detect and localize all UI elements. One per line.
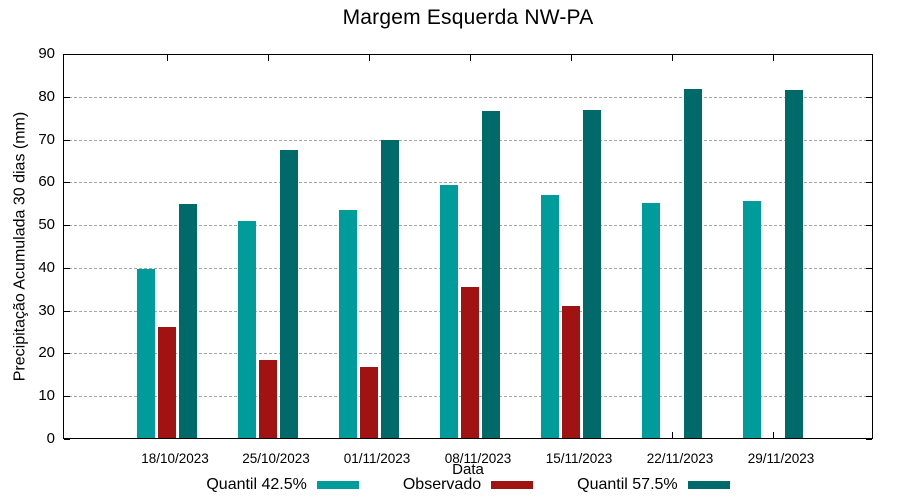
x-tick-label: 18/10/2023 xyxy=(141,451,209,466)
x-tick-bottom xyxy=(772,432,774,438)
bar-quantil-42-5 xyxy=(339,210,357,438)
y-tick-left xyxy=(64,396,70,398)
y-tick-right xyxy=(866,54,872,55)
x-tick-label: 29/11/2023 xyxy=(747,451,815,466)
y-tick-label: 20 xyxy=(38,344,55,362)
x-tick-top xyxy=(469,55,471,61)
x-tick-bottom xyxy=(671,432,673,438)
bar-observado xyxy=(360,367,378,438)
chart-title: Margem Esquerda NW-PA xyxy=(342,6,594,29)
y-tick-label: 70 xyxy=(38,130,55,148)
legend-item-quantil-57-5: Quantil 57.5% xyxy=(577,476,730,494)
plot-area xyxy=(63,54,873,440)
x-tick-top xyxy=(671,55,673,61)
bar-quantil-42-5 xyxy=(440,185,458,438)
x-tick-top xyxy=(570,55,572,61)
bar-quantil-42-5 xyxy=(541,195,559,438)
legend-item-observado: Observado xyxy=(402,476,534,494)
bar-observado xyxy=(259,359,277,438)
bar-observado xyxy=(461,287,479,438)
y-tick-label: 80 xyxy=(38,87,55,105)
x-tick-top xyxy=(368,55,370,61)
x-tick-top xyxy=(772,55,774,61)
y-tick-label: 30 xyxy=(38,301,55,319)
y-tick-left xyxy=(64,139,70,141)
y-tick-label: 0 xyxy=(46,430,55,447)
legend-label: Quantil 42.5% xyxy=(206,476,307,493)
x-tick-label: 22/11/2023 xyxy=(646,451,714,466)
bar-quantil-42-5 xyxy=(743,201,761,438)
gridline xyxy=(64,182,872,184)
y-tick-left xyxy=(64,353,70,355)
y-tick-label: 10 xyxy=(38,387,55,405)
legend-label: Quantil 57.5% xyxy=(577,476,678,493)
bar-quantil-42-5 xyxy=(642,202,660,438)
x-axis-title: Data xyxy=(452,461,484,478)
y-tick-left xyxy=(64,225,70,227)
bar-observado xyxy=(562,305,580,438)
bar-quantil-57-5 xyxy=(280,150,298,438)
x-tick-label: 15/11/2023 xyxy=(545,451,613,466)
bar-quantil-57-5 xyxy=(482,110,500,438)
y-tick-right xyxy=(866,439,872,440)
x-tick-label: 01/11/2023 xyxy=(343,451,411,466)
y-tick-label: 40 xyxy=(38,258,55,276)
bar-quantil-42-5 xyxy=(137,269,155,438)
legend-label: Observado xyxy=(402,476,482,493)
y-tick-right xyxy=(866,225,872,227)
bar-quantil-42-5 xyxy=(238,221,256,438)
gridline xyxy=(64,96,872,98)
y-tick-left xyxy=(64,96,70,98)
legend-swatch-quantil-57-5 xyxy=(687,481,730,489)
legend-item-quantil-42-5: Quantil 42.5% xyxy=(206,476,359,494)
gridline xyxy=(64,267,872,269)
bar-quantil-57-5 xyxy=(684,88,702,438)
y-tick-right xyxy=(866,96,872,98)
y-tick-label: 60 xyxy=(38,173,55,191)
gridline xyxy=(64,139,872,141)
x-tick-top xyxy=(267,55,269,61)
y-tick-label: 90 xyxy=(38,45,55,62)
bar-quantil-57-5 xyxy=(179,204,197,438)
x-tick-label: 25/10/2023 xyxy=(242,451,310,466)
bar-observado xyxy=(158,326,176,438)
gridline xyxy=(64,225,872,227)
y-tick-right xyxy=(866,267,872,269)
y-tick-right xyxy=(866,182,872,184)
y-tick-right xyxy=(866,310,872,312)
y-tick-left xyxy=(64,310,70,312)
legend: Quantil 42.5% Observado Quantil 57.5% xyxy=(63,476,873,494)
y-tick-right xyxy=(866,353,872,355)
bar-quantil-57-5 xyxy=(583,110,601,438)
y-tick-left xyxy=(64,54,70,55)
y-tick-left xyxy=(64,267,70,269)
y-tick-right xyxy=(866,139,872,141)
y-axis-title: Precipitação Acumulada 30 dias (mm) xyxy=(11,111,29,382)
y-tick-label: 50 xyxy=(38,216,55,234)
y-tick-left xyxy=(64,439,70,440)
bar-quantil-57-5 xyxy=(785,90,803,438)
y-tick-left xyxy=(64,182,70,184)
legend-swatch-quantil-42-5 xyxy=(316,481,359,489)
y-tick-right xyxy=(866,396,872,398)
x-tick-top xyxy=(166,55,168,61)
x-tick-label: 08/11/2023 xyxy=(444,451,512,466)
bar-quantil-57-5 xyxy=(381,139,399,438)
legend-swatch-observado xyxy=(491,481,534,489)
